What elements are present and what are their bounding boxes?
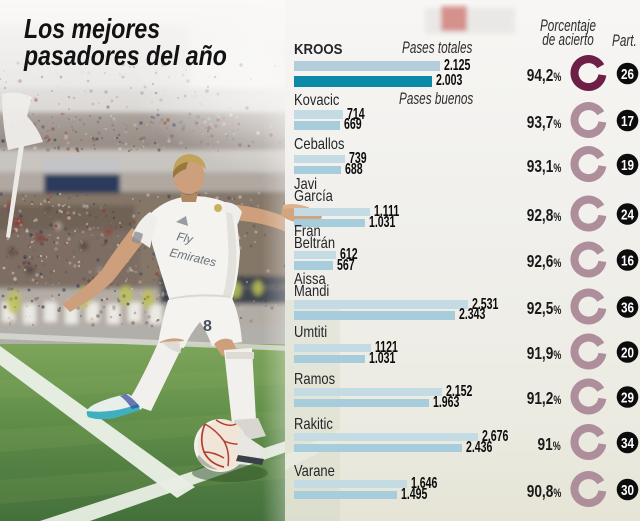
- svg-text:24: 24: [621, 206, 634, 223]
- svg-text:34: 34: [621, 434, 634, 451]
- svg-text:36: 36: [621, 299, 634, 316]
- svg-text:Fly: Fly: [175, 229, 195, 246]
- svg-text:26: 26: [621, 65, 634, 82]
- svg-text:30: 30: [621, 481, 634, 498]
- svg-text:19: 19: [621, 156, 634, 173]
- svg-text:17: 17: [621, 112, 634, 129]
- svg-text:20: 20: [621, 344, 634, 361]
- svg-text:16: 16: [621, 252, 634, 269]
- svg-text:8: 8: [203, 318, 212, 335]
- svg-text:29: 29: [621, 389, 634, 406]
